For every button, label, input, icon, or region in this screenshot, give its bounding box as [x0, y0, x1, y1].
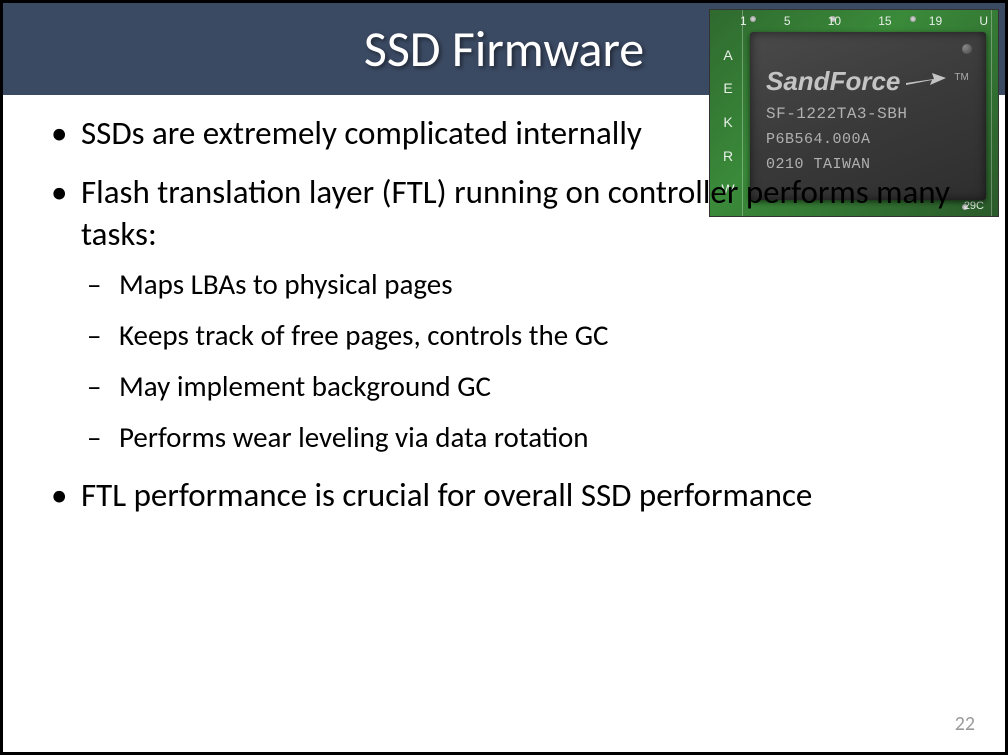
pcb-label: 19 — [929, 14, 942, 28]
sub-bullet-item: Performs wear leveling via data rotation — [81, 418, 965, 457]
slide-title: SSD Firmware — [364, 19, 644, 80]
chip-date-country: 0210 TAIWAN — [766, 156, 970, 173]
chip-brand: SandForce TM — [766, 66, 970, 97]
pcb-label: 15 — [878, 14, 891, 28]
sub-bullet-item: Maps LBAs to physical pages — [81, 265, 965, 304]
sub-bullet-list: Maps LBAs to physical pages Keeps track … — [81, 265, 965, 458]
pcb-label: 29C — [964, 200, 984, 212]
arrow-icon — [906, 73, 946, 91]
chip-brand-text: SandForce — [766, 66, 900, 97]
bullet-text: SSDs are extremely complicated internall… — [81, 113, 701, 154]
pcb-label: 5 — [784, 14, 791, 28]
page-number: 22 — [955, 712, 975, 736]
pcb-label: U — [979, 14, 988, 28]
pcb-top-labels: 1 5 10 15 19 U — [740, 14, 988, 28]
sub-bullet-item: May implement background GC — [81, 367, 965, 406]
pcb-label: 1 — [740, 14, 747, 28]
bullet-item: FTL performance is crucial for overall S… — [43, 475, 965, 516]
pcb-label: A — [723, 47, 732, 63]
pcb-label: E — [723, 80, 732, 96]
bullet-text: Flash translation layer (FTL) running on… — [81, 172, 950, 253]
bullet-text: FTL performance is crucial for overall S… — [81, 475, 812, 515]
sub-bullet-item: Keeps track of free pages, controls the … — [81, 316, 965, 355]
chip-tm: TM — [954, 72, 968, 83]
pcb-label: 10 — [828, 14, 841, 28]
chip-pin1-dot — [962, 44, 972, 54]
bullet-list: SSDs are extremely complicated internall… — [43, 113, 965, 517]
slide: SSD Firmware 1 5 10 15 19 U A E K R W 29… — [0, 0, 1008, 755]
bullet-item: SSDs are extremely complicated internall… — [43, 113, 965, 154]
bullet-item: Flash translation layer (FTL) running on… — [43, 172, 965, 457]
